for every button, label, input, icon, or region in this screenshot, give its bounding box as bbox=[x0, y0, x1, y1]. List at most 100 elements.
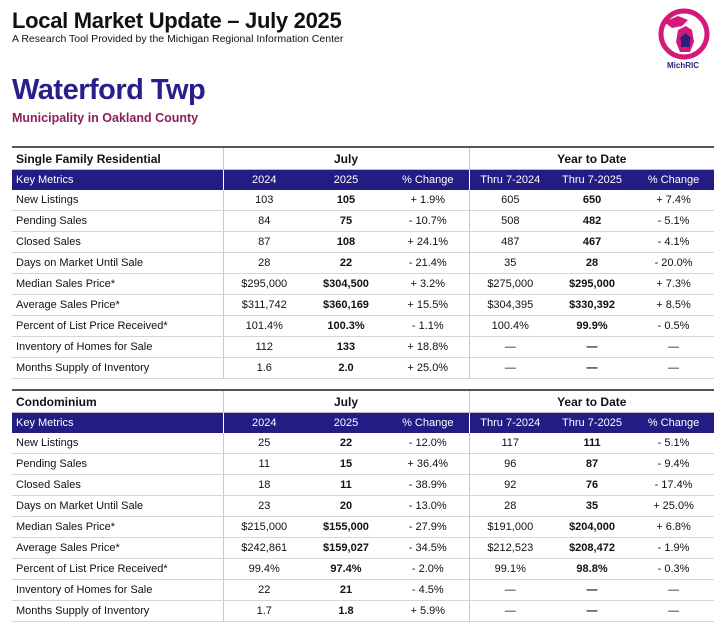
metric-value: 482 bbox=[551, 210, 634, 232]
report-title: Local Market Update – July 2025 bbox=[12, 8, 342, 33]
metric-value: + 5.9% bbox=[387, 600, 470, 622]
metric-value: 35 bbox=[468, 252, 552, 274]
metric-value: 133 bbox=[305, 336, 387, 358]
metric-value: — bbox=[633, 600, 715, 622]
metric-value: $295,000 bbox=[551, 273, 634, 295]
michric-logo: MichRIC bbox=[648, 8, 718, 70]
metric-value: + 18.8% bbox=[387, 336, 470, 358]
metric-value: 100.3% bbox=[305, 315, 387, 337]
metric-value: 2.0 bbox=[305, 357, 387, 379]
metric-value: 20 bbox=[305, 495, 387, 517]
group-july: July bbox=[222, 389, 470, 413]
metric-value: 467 bbox=[551, 231, 634, 253]
metric-value: + 8.5% bbox=[633, 294, 715, 316]
table-group-header: Condominium July Year to Date bbox=[12, 389, 715, 413]
metric-label: Average Sales Price* bbox=[12, 294, 223, 316]
metric-value: $304,395 bbox=[468, 294, 552, 316]
metric-value: - 38.9% bbox=[387, 474, 470, 496]
table-row: New Listings 103 105 + 1.9% 605 650 + 7.4% bbox=[12, 190, 715, 211]
column-header: 2024 bbox=[222, 412, 305, 433]
metric-value: 112 bbox=[222, 336, 305, 358]
metric-label: Days on Market Until Sale bbox=[12, 252, 223, 274]
table-row: Months Supply of Inventory 1.6 2.0 + 25.0% —… bbox=[12, 357, 715, 379]
metric-value: 75 bbox=[305, 210, 387, 232]
metric-value: $304,500 bbox=[305, 273, 387, 295]
metric-label: Closed Sales bbox=[12, 474, 223, 496]
metric-value: $191,000 bbox=[468, 516, 552, 538]
column-header: 2025 bbox=[305, 412, 387, 433]
metric-value: 22 bbox=[305, 433, 387, 454]
metric-value: 105 bbox=[305, 190, 387, 211]
table-row: Closed Sales 18 11- 38.9% 92 76- 17.4% bbox=[12, 474, 715, 496]
metric-label: Inventory of Homes for Sale bbox=[12, 336, 223, 358]
metric-value: 21 bbox=[305, 579, 387, 601]
metric-value: $275,000 bbox=[468, 273, 552, 295]
metric-value: $204,000 bbox=[551, 516, 634, 538]
metric-value: + 15.5% bbox=[387, 294, 470, 316]
metric-value: $159,027 bbox=[305, 537, 387, 559]
metric-value: 1.6 bbox=[222, 357, 305, 379]
column-header: % Change bbox=[387, 412, 470, 433]
metric-label: Closed Sales bbox=[12, 231, 223, 253]
metric-label: Median Sales Price* bbox=[12, 273, 223, 295]
column-header: % Change bbox=[387, 169, 470, 190]
metric-value: 15 bbox=[305, 453, 387, 475]
metric-label: New Listings bbox=[12, 433, 223, 454]
metric-label: New Listings bbox=[12, 190, 223, 211]
column-header: Thru 7-2025 bbox=[551, 412, 634, 433]
table-row: Months Supply of Inventory 1.7 1.8 + 5.9% — —… bbox=[12, 600, 715, 622]
metric-value: 87 bbox=[222, 231, 305, 253]
metric-value: — bbox=[551, 579, 634, 601]
metric-label: Percent of List Price Received* bbox=[12, 558, 223, 580]
metric-value: - 4.5% bbox=[387, 579, 470, 601]
metric-label: Pending Sales bbox=[12, 453, 223, 475]
county-label: Municipality in Oakland County bbox=[12, 111, 199, 125]
table-group-header: Single Family Residential July Year to D… bbox=[12, 146, 715, 170]
metric-value: - 5.1% bbox=[633, 433, 715, 454]
metric-value: 76 bbox=[551, 474, 634, 496]
metric-value: $155,000 bbox=[305, 516, 387, 538]
metric-value: - 17.4% bbox=[633, 474, 715, 496]
table-row: New Listings 25 22- 12.0% 117 111- 5.1% bbox=[12, 433, 715, 454]
metric-value: $212,523 bbox=[468, 537, 552, 559]
group-ytd: Year to Date bbox=[468, 146, 715, 170]
metric-value: - 2.0% bbox=[387, 558, 470, 580]
metric-value: — bbox=[468, 357, 552, 379]
michigan-map-icon bbox=[658, 8, 710, 60]
table-row: Pending Sales 84 75- 10.7% 508 482- 5.1% bbox=[12, 210, 715, 232]
metric-value: 28 bbox=[468, 495, 552, 517]
metric-value: $311,742 bbox=[222, 294, 305, 316]
metric-value: - 21.4% bbox=[387, 252, 470, 274]
metric-value: - 0.5% bbox=[633, 315, 715, 337]
table-row: Median Sales Price* $295,000 $304,500 + 3.2… bbox=[12, 273, 715, 295]
metric-value: 87 bbox=[551, 453, 634, 475]
metric-value: 508 bbox=[468, 210, 552, 232]
metric-label: Months Supply of Inventory bbox=[12, 357, 223, 379]
metric-label: Average Sales Price* bbox=[12, 537, 223, 559]
group-july: July bbox=[222, 146, 470, 170]
metric-value: + 36.4% bbox=[387, 453, 470, 475]
section-title: Condominium bbox=[12, 389, 223, 413]
metric-label: Months Supply of Inventory bbox=[12, 600, 223, 622]
metric-value: 11 bbox=[305, 474, 387, 496]
metric-value: - 10.7% bbox=[387, 210, 470, 232]
metric-value: 99.1% bbox=[468, 558, 552, 580]
column-header: 2025 bbox=[305, 169, 387, 190]
metric-value: $215,000 bbox=[222, 516, 305, 538]
metric-value: $242,861 bbox=[222, 537, 305, 559]
metric-label: Days on Market Until Sale bbox=[12, 495, 223, 517]
metric-value: 1.7 bbox=[222, 600, 305, 622]
metric-value: - 1.1% bbox=[387, 315, 470, 337]
metric-value: $360,169 bbox=[305, 294, 387, 316]
table-row: Average Sales Price* $242,861 $159,027- 34… bbox=[12, 537, 715, 559]
metric-value: + 1.9% bbox=[387, 190, 470, 211]
metric-value: 97.4% bbox=[305, 558, 387, 580]
metric-value: - 0.3% bbox=[633, 558, 715, 580]
metric-value: 101.4% bbox=[222, 315, 305, 337]
metric-value: - 20.0% bbox=[633, 252, 715, 274]
metric-value: 99.4% bbox=[222, 558, 305, 580]
metric-value: - 34.5% bbox=[387, 537, 470, 559]
metric-value: 650 bbox=[551, 190, 634, 211]
column-header: Thru 7-2024 bbox=[468, 412, 552, 433]
table-row: Inventory of Homes for Sale 112 133 + 18.8%… bbox=[12, 336, 715, 358]
